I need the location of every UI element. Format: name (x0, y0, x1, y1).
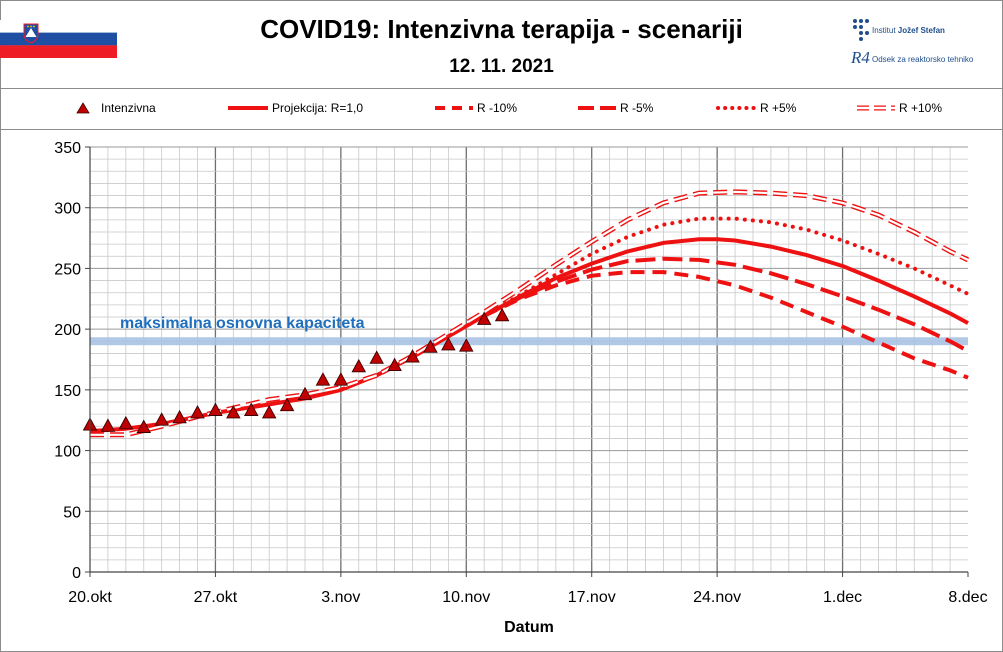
x-tick-label: 8.dec (948, 589, 987, 606)
chart-date: 12. 11. 2021 (449, 56, 554, 77)
observed-point (244, 402, 259, 416)
dotted-line-icon (716, 106, 756, 110)
legend-label: R -10% (477, 101, 518, 115)
series-r-minus-5-line (483, 256, 969, 353)
observed-point (351, 358, 367, 373)
observed-point (261, 404, 277, 419)
x-axis-label: Datum (504, 619, 554, 636)
chart-title: COVID19: Intenzivna terapija - scenariji (260, 14, 743, 44)
ijs-dots-icon (853, 19, 869, 41)
y-tick-label: 300 (54, 201, 81, 218)
x-tick-label: 3.nov (321, 589, 360, 606)
observed-point (279, 397, 295, 412)
series-r-plus-5-line (482, 216, 970, 318)
series-r-minus-10-line (483, 270, 969, 380)
observed-point (333, 372, 349, 386)
x-tick-label: 20.okt (68, 589, 112, 606)
series-r-plus-10-line-inner (90, 190, 969, 436)
solid-line-icon (228, 106, 268, 110)
observed-point (136, 419, 152, 433)
hollow-dash-line-icon (857, 105, 895, 111)
y-tick-label: 0 (72, 565, 81, 582)
long-dash-line-icon (578, 106, 616, 110)
observed-point (423, 339, 438, 353)
observed-point (369, 350, 384, 364)
x-tick-label: 1.dec (823, 589, 862, 606)
legend-label: R -5% (620, 101, 654, 115)
y-tick-label: 100 (54, 444, 81, 461)
observed-point (494, 307, 510, 322)
legend-item-r-plus-5: R +5% (716, 101, 796, 115)
x-tick-label: 24.nov (693, 589, 741, 606)
legend-item-r-plus-10: R +10% (857, 101, 942, 115)
observed-point (208, 402, 223, 416)
observed-point (226, 404, 241, 419)
observed-point (387, 357, 402, 372)
legend-item-r-minus-5: R -5% (578, 101, 653, 115)
x-tick-label: 27.okt (194, 589, 238, 606)
legend-label: Intenzivna (101, 101, 156, 115)
capacity-label: maksimalna osnovna kapaciteta (120, 315, 365, 332)
y-tick-label: 200 (54, 322, 81, 339)
observed-point (172, 409, 187, 424)
slovenia-flag (0, 20, 117, 58)
observed-point (154, 412, 169, 426)
dashed-line-icon (435, 106, 473, 110)
observed-point (118, 415, 134, 430)
x-tick-label: 10.nov (442, 589, 490, 606)
r4-mark: R4 (851, 48, 870, 67)
observed-point (476, 311, 492, 325)
institute-name: Institut Jožef Stefan (872, 26, 945, 35)
observed-point (405, 349, 420, 363)
legend-item-r-minus-10: R -10% (435, 101, 517, 115)
y-tick-label: 250 (54, 261, 81, 278)
series-projection-line (89, 237, 969, 434)
y-tick-label: 350 (54, 140, 81, 157)
legend-label: Projekcija: R=1,0 (272, 101, 364, 115)
observed-point (297, 386, 313, 401)
observed-point (100, 418, 116, 432)
legend-label: R +5% (760, 101, 797, 115)
department-name: Odsek za reaktorsko tehniko (872, 55, 974, 64)
observed-point (190, 404, 205, 419)
plot-background (90, 147, 968, 572)
y-tick-label: 50 (63, 504, 81, 521)
x-tick-label: 17.nov (568, 589, 616, 606)
legend-item-projection: Projekcija: R=1,0 (228, 101, 363, 115)
y-tick-label: 150 (54, 383, 81, 400)
observed-point (441, 336, 456, 351)
observed-point (315, 372, 331, 386)
observed-point (459, 338, 474, 352)
legend-label: R +10% (899, 101, 943, 115)
ijs-logo: Institut Jožef Stefan R4 Odsek za reakto… (840, 14, 1000, 74)
legend-item-observed: Intenzivna (75, 101, 156, 115)
triangle-icon (76, 102, 90, 114)
coat-of-arms-icon (23, 23, 39, 44)
legend: Intenzivna Projekcija: R=1,0 R -10% R -5… (0, 88, 1003, 130)
